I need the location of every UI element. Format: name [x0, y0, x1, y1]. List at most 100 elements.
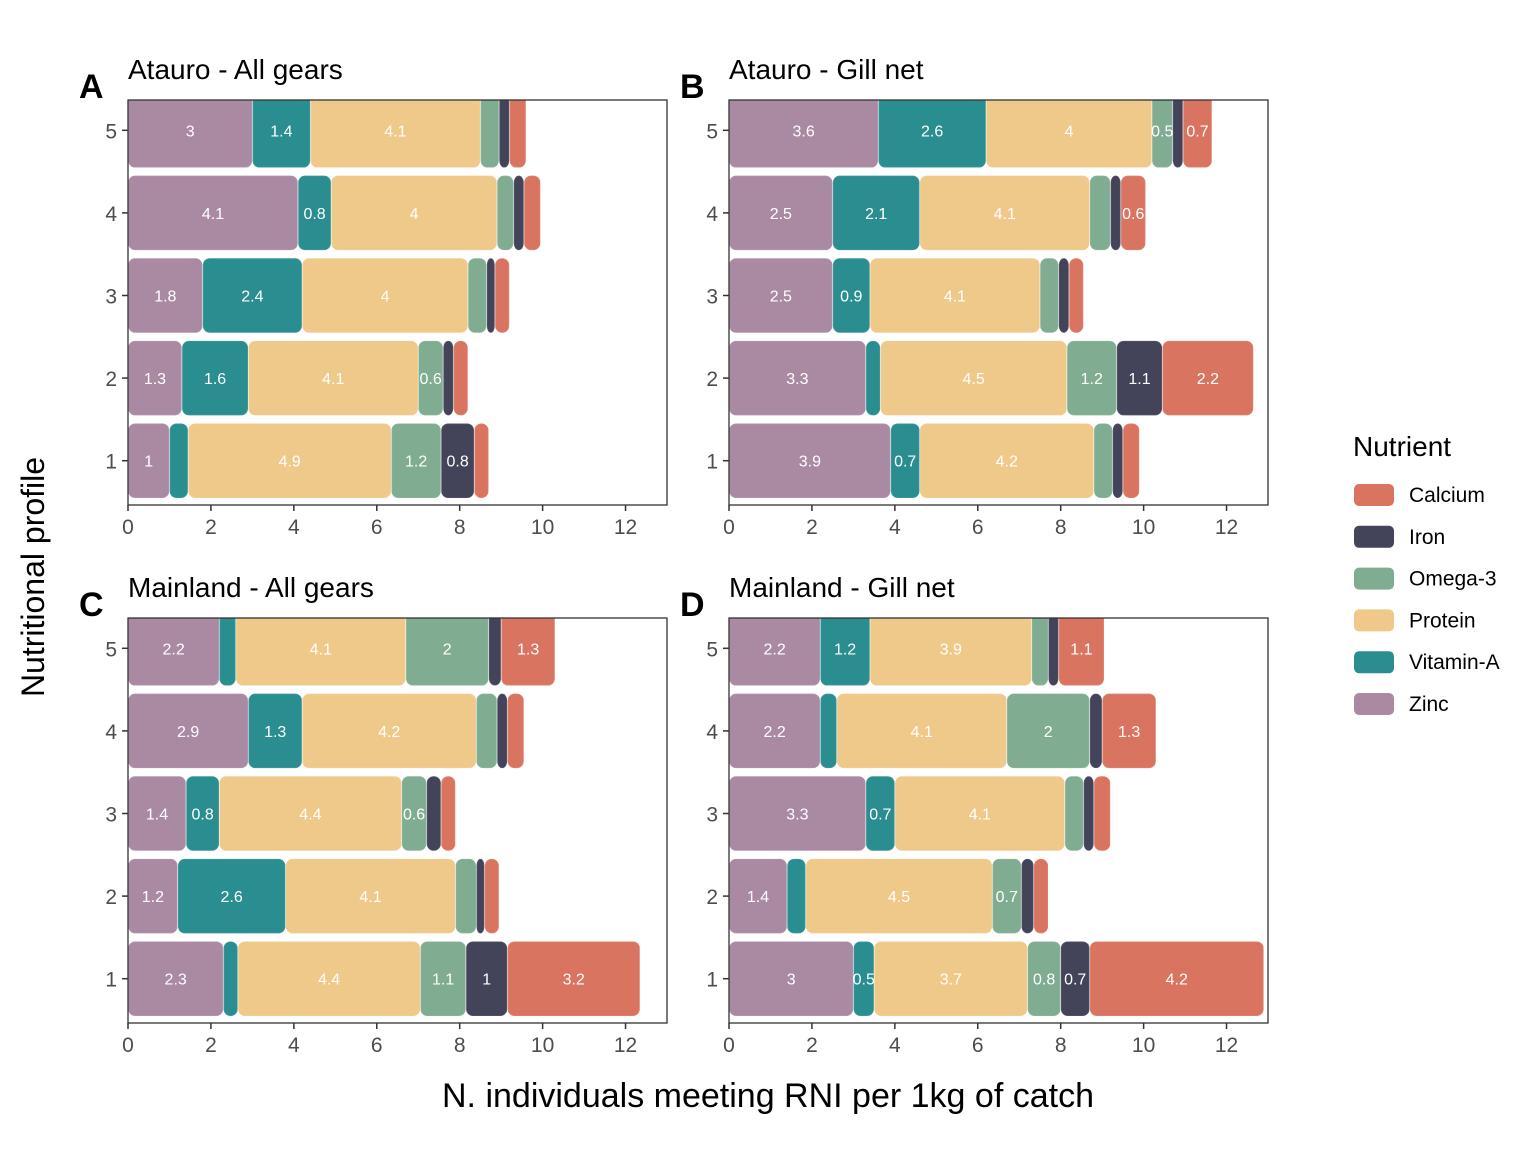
panel-a-data-label-protein-3: 4 [381, 289, 390, 306]
panel-a-data-label-zinc-2: 1.3 [144, 371, 166, 388]
panel-d-letter: D [680, 586, 705, 624]
panel-b-bar-vitamin-a-1 [890, 423, 920, 498]
panel-a-data-label-omega-3-1: 1.2 [405, 454, 427, 471]
panel-c-bar-iron-5 [488, 618, 501, 686]
panel-d-bar-protein-2 [805, 858, 993, 934]
panel-b-bar-zinc-4 [729, 175, 833, 251]
panel-d-bar-vitamin-a-4 [820, 693, 837, 769]
panel-b-data-label-zinc-4: 2.5 [770, 206, 792, 223]
x-axis-title: N. individuals meeting RNI per 1kg of ca… [442, 1077, 1094, 1115]
panel-b-data-label-vitamin-a-5: 2.6 [921, 123, 943, 140]
panel-d-data-label-zinc-2: 1.4 [747, 889, 769, 906]
panel-c-data-label-protein-1: 4.4 [318, 972, 340, 989]
panel-d-bar-calcium-4 [1102, 693, 1156, 769]
panel-c-bar-omega-3-1 [420, 941, 466, 1016]
panel-a-y-tick-label-5: 5 [105, 120, 117, 143]
panel-a-bar-iron-1 [441, 423, 474, 498]
panel-b-data-label-calcium-5: 0.7 [1186, 123, 1208, 140]
panel-a-bar-iron-4 [513, 175, 524, 251]
panel-a-data-label-zinc-3: 1.8 [154, 289, 176, 306]
panel-d-bar-omega-3-5 [1031, 618, 1049, 686]
panel-d-data-label-vitamin-a-3: 0.7 [869, 807, 891, 824]
panel-d-bar-vitamin-a-2 [787, 858, 806, 934]
panel-c-letter: C [79, 586, 104, 624]
panel-c-data-label-vitamin-a-2: 2.6 [221, 889, 243, 906]
panel-b-bar-vitamin-a-3 [832, 258, 870, 333]
panel-b-x-tick-label-12: 12 [1215, 516, 1238, 539]
panel-a-bar-protein-4 [331, 175, 497, 251]
panel-c-data-label-protein-4: 4.2 [378, 724, 400, 741]
panel-a-bar-omega-3-1 [391, 423, 441, 498]
panel-b-bar-protein-5 [986, 100, 1152, 168]
panel-c-bar-zinc-3 [128, 776, 186, 851]
panel-b-bar-omega-3-2 [1067, 340, 1117, 416]
panel-b-bar-calcium-2 [1162, 340, 1254, 416]
panel-a-y-tick-label-2: 2 [105, 368, 117, 391]
panel-a-x-tick-label-0: 0 [122, 516, 134, 539]
panel-c-data-label-vitamin-a-4: 1.3 [264, 724, 286, 741]
panel-b-bar-iron-1 [1112, 423, 1123, 498]
legend-key-zinc [1354, 693, 1394, 715]
panel-c-bar-calcium-4 [507, 693, 524, 769]
panel-d-x-tick-label-0: 0 [723, 1034, 735, 1057]
panel-d: D Mainland - Gill net 3 0.5 3.7 0.8 0.7 4.2 1.4 4… [680, 572, 1269, 1057]
panel-a-bar-vitamin-a-2 [182, 340, 248, 416]
legend-label-iron: Iron [1409, 526, 1445, 549]
panel-c-data-label-zinc-1: 2.3 [165, 972, 187, 989]
panel-d-bar-iron-2 [1021, 858, 1034, 934]
panel-c-data-label-calcium-5: 1.3 [517, 641, 539, 658]
panel-a-bar-omega-3-2 [418, 340, 443, 416]
panel-d-bar-calcium-2 [1033, 858, 1049, 934]
panel-d-x-tick-label-6: 6 [972, 1034, 984, 1057]
panel-d-data-label-zinc-3: 3.3 [786, 807, 808, 824]
panel-c-bar-iron-1 [466, 941, 508, 1016]
panel-b-data-label-iron-2: 1.1 [1128, 371, 1150, 388]
panel-d-bar-protein-1 [874, 941, 1028, 1016]
panel-c-y-tick-label-1: 1 [105, 969, 117, 992]
panel-d-data-label-vitamin-a-1: 0.5 [853, 972, 875, 989]
panel-b-data-label-protein-4: 4.1 [994, 206, 1016, 223]
panel-d-bar-protein-5 [870, 618, 1032, 686]
panel-d-bar-vitamin-a-5 [820, 618, 870, 686]
panel-d-bar-calcium-3 [1094, 776, 1111, 851]
panel-c-y-tick-label-3: 3 [105, 804, 117, 827]
panel-a-bar-iron-3 [486, 258, 495, 333]
panel-b-data-label-zinc-2: 3.3 [786, 371, 808, 388]
panel-c-data-label-omega-3-5: 2 [443, 641, 452, 658]
panel-d-y-tick-label-5: 5 [706, 638, 718, 661]
panel-b-bar-calcium-4 [1121, 175, 1146, 251]
legend-label-zinc: Zinc [1409, 693, 1449, 716]
panel-b-data-label-protein-5: 4 [1065, 123, 1074, 140]
panel-d-data-label-protein-3: 4.1 [969, 807, 991, 824]
panel-a-bar-omega-3-3 [468, 258, 487, 333]
panel-b-y-tick-label-1: 1 [706, 451, 718, 474]
panel-b-bar-vitamin-a-2 [866, 340, 881, 416]
panel-d-x-tick-label-2: 2 [806, 1034, 818, 1057]
panel-a-data-label-vitamin-a-5: 1.4 [270, 123, 292, 140]
panel-c-data-label-zinc-4: 2.9 [177, 724, 199, 741]
panel-d-bar-zinc-3 [729, 776, 866, 851]
panel-b-bar-zinc-2 [729, 340, 866, 416]
panel-a-data-label-protein-5: 4.1 [384, 123, 406, 140]
panel-a-bar-vitamin-a-3 [202, 258, 302, 333]
panel-c-bar-zinc-2 [128, 858, 178, 934]
panel-d-data-label-omega-3-4: 2 [1044, 724, 1053, 741]
panel-a-bar-zinc-3 [128, 258, 203, 333]
panel-c-bar-protein-5 [236, 618, 406, 686]
panel-a-bar-protein-2 [248, 340, 418, 416]
panel-c-bar-iron-4 [497, 693, 508, 769]
panel-b-y-tick-label-2: 2 [706, 368, 718, 391]
panel-c-data-label-iron-1: 1 [482, 972, 491, 989]
panel-a-bar-zinc-1 [128, 423, 170, 498]
panel-a-bar-iron-5 [499, 100, 510, 168]
panel-a-data-label-vitamin-a-3: 2.4 [241, 289, 263, 306]
panel-a-bar-calcium-4 [524, 175, 541, 251]
panel-a-bar-iron-2 [443, 340, 454, 416]
panel-d-data-label-vitamin-a-5: 1.2 [834, 641, 856, 658]
panel-b-x-tick-label-6: 6 [972, 516, 984, 539]
panel-b-frame [728, 99, 1269, 506]
legend-label-omega-3: Omega-3 [1409, 568, 1497, 591]
panel-b-bar-vitamin-a-4 [832, 175, 920, 251]
panel-a-x-tick-label-8: 8 [454, 516, 466, 539]
